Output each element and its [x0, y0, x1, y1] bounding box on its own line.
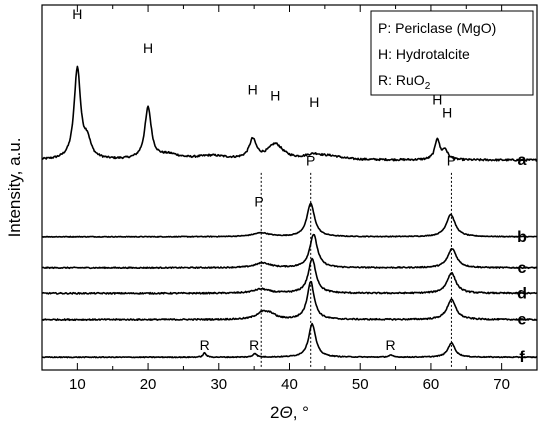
series-line-e [41, 281, 538, 322]
x-axis-title: 2Θ, ° [270, 403, 309, 422]
legend-entry-R: R: RuO2 [378, 72, 431, 92]
x-tick-label: 30 [210, 376, 227, 393]
legend: P: Periclase (MgO) H: Hydrotalcite R: RuO2 [370, 10, 534, 96]
trace-label-b: b [517, 229, 527, 246]
series-line-a [41, 65, 538, 162]
peak-label-H: H [442, 104, 452, 120]
series-traces [41, 65, 538, 359]
peak-label-P: P [447, 153, 456, 169]
peak-label-R: R [386, 337, 396, 353]
peak-label-H: H [248, 81, 258, 97]
trace-label-a: a [518, 152, 527, 169]
peak-label-P: P [306, 153, 315, 169]
legend-entry-H: H: Hydrotalcite [378, 46, 470, 62]
peak-label-P: P [254, 193, 263, 209]
peak-label-R: R [249, 337, 259, 353]
x-tick-label: 70 [493, 376, 510, 393]
series-line-c [41, 233, 538, 270]
peak-label-H: H [72, 6, 82, 22]
peak-label-R: R [200, 337, 210, 353]
x-tick-label: 10 [69, 376, 86, 393]
series-line-d [41, 257, 538, 295]
legend-box [370, 10, 534, 96]
trace-label-d: d [517, 285, 527, 302]
peak-label-H: H [143, 40, 153, 56]
x-tick-label: 50 [352, 376, 369, 393]
y-axis-title: Intensity, a.u. [5, 138, 24, 238]
trace-label-e: e [518, 312, 527, 329]
peak-label-H: H [432, 91, 442, 107]
peak-label-H: H [309, 94, 319, 110]
legend-entry-P: P: Periclase (MgO) [378, 20, 496, 36]
reference-lines [260, 172, 452, 368]
x-tick-label: 40 [281, 376, 298, 393]
axis-ticks: 10 20 30 40 50 60 70 [41, 5, 538, 393]
series-line-b [41, 202, 538, 238]
x-tick-label: 20 [140, 376, 157, 393]
series-line-f [41, 322, 538, 359]
x-tick-label: 60 [423, 376, 440, 393]
trace-label-c: c [518, 260, 527, 277]
trace-label-f: f [519, 349, 525, 366]
peak-label-H: H [270, 88, 280, 104]
